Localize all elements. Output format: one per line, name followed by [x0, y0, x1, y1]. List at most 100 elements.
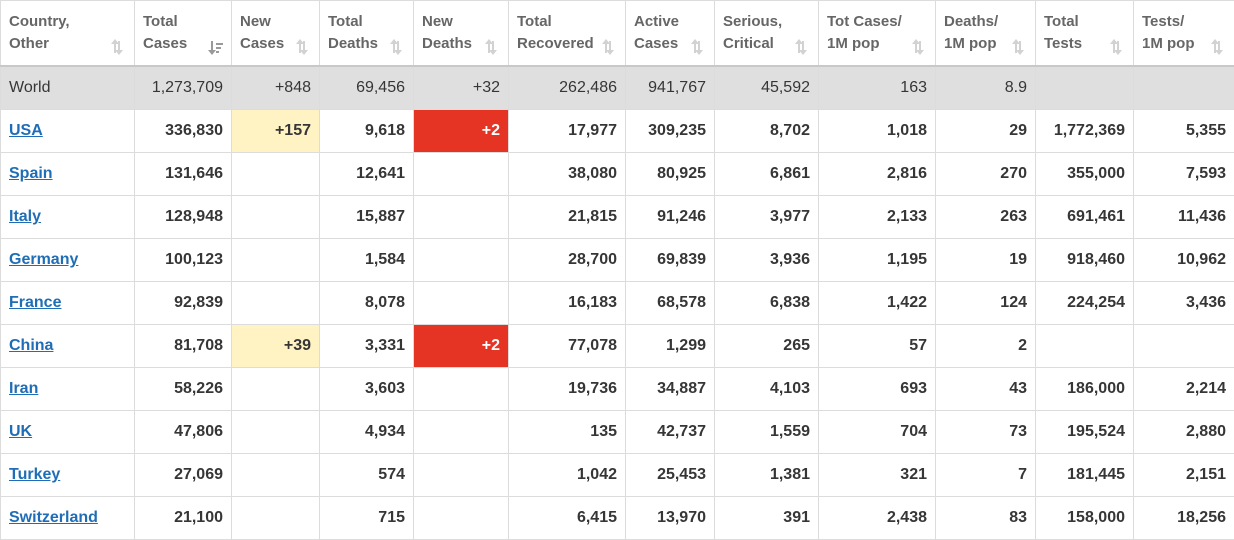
total-tests-cell [1036, 66, 1134, 110]
total-recovered-cell: 28,700 [509, 239, 626, 282]
new-deaths-cell: +32 [414, 66, 509, 110]
deaths-per-1m-cell: 73 [936, 411, 1036, 454]
column-header-label: Critical [723, 33, 794, 55]
sort-arrows-icon[interactable] [605, 38, 618, 53]
serious-critical-cell: 391 [715, 497, 819, 540]
tests-per-1m-cell [1134, 66, 1234, 110]
column-header-tests-per-1m[interactable]: Tests/1M pop [1134, 1, 1234, 66]
country-cell[interactable]: USA [1, 110, 135, 153]
total-deaths-cell: 715 [320, 497, 414, 540]
deaths-per-1m-cell: 263 [936, 196, 1036, 239]
country-cell[interactable]: Switzerland [1, 497, 135, 540]
country-cell[interactable]: France [1, 282, 135, 325]
country-cell[interactable]: Germany [1, 239, 135, 282]
sort-arrows-icon[interactable] [798, 38, 811, 53]
tests-per-1m-cell: 7,593 [1134, 153, 1234, 196]
tests-per-1m-cell: 10,962 [1134, 239, 1234, 282]
new-cases-cell [232, 497, 320, 540]
deaths-per-1m-cell: 43 [936, 368, 1036, 411]
country-cell[interactable]: Turkey [1, 454, 135, 497]
column-header-label: Cases [143, 33, 207, 55]
total-tests-cell: 1,772,369 [1036, 110, 1134, 153]
column-header-deaths-per-1m[interactable]: Deaths/1M pop [936, 1, 1036, 66]
country-link[interactable]: China [9, 337, 53, 354]
new-cases-cell [232, 368, 320, 411]
sort-arrows-icon[interactable] [694, 38, 707, 53]
country-link[interactable]: Spain [9, 165, 53, 182]
total-tests-cell: 181,445 [1036, 454, 1134, 497]
country-link[interactable]: USA [9, 122, 43, 139]
new-cases-cell [232, 239, 320, 282]
country-cell[interactable]: Italy [1, 196, 135, 239]
total-deaths-cell: 3,603 [320, 368, 414, 411]
total-cases-cell: 100,123 [135, 239, 232, 282]
sort-arrows-icon[interactable] [488, 38, 501, 53]
column-header-label: Total [1044, 11, 1109, 33]
column-header-label: New [240, 11, 295, 33]
country-cell[interactable]: Iran [1, 368, 135, 411]
sort-arrows-icon[interactable] [1113, 38, 1126, 53]
total-deaths-cell: 12,641 [320, 153, 414, 196]
column-header-label: Deaths [422, 33, 484, 55]
new-cases-cell [232, 454, 320, 497]
total-tests-cell: 691,461 [1036, 196, 1134, 239]
country-link[interactable]: UK [9, 423, 32, 440]
country-link[interactable]: Germany [9, 251, 78, 268]
total-recovered-cell: 1,042 [509, 454, 626, 497]
deaths-per-1m-cell: 29 [936, 110, 1036, 153]
deaths-per-1m-cell: 19 [936, 239, 1036, 282]
country-link[interactable]: Turkey [9, 466, 60, 483]
tot-cases-per-1m-cell: 2,816 [819, 153, 936, 196]
sort-arrows-icon[interactable] [1214, 38, 1227, 53]
serious-critical-cell: 4,103 [715, 368, 819, 411]
column-header-label: Cases [240, 33, 295, 55]
sort-arrows-icon[interactable] [393, 38, 406, 53]
country-cell[interactable]: Spain [1, 153, 135, 196]
serious-critical-cell: 1,559 [715, 411, 819, 454]
total-tests-cell [1036, 325, 1134, 368]
country-link[interactable]: Switzerland [9, 509, 98, 526]
sort-arrows-icon[interactable] [299, 38, 312, 53]
country-link[interactable]: France [9, 294, 61, 311]
country-cell[interactable]: UK [1, 411, 135, 454]
column-header-serious-critical[interactable]: Serious,Critical [715, 1, 819, 66]
sort-arrows-icon[interactable] [1015, 38, 1028, 53]
column-header-tot-cases-per-1m[interactable]: Tot Cases/1M pop [819, 1, 936, 66]
total-deaths-cell: 3,331 [320, 325, 414, 368]
sort-arrows-icon[interactable] [114, 38, 127, 53]
deaths-per-1m-cell: 270 [936, 153, 1036, 196]
country-link[interactable]: Iran [9, 380, 38, 397]
serious-critical-cell: 1,381 [715, 454, 819, 497]
new-cases-cell: +848 [232, 66, 320, 110]
column-header-label: Deaths [328, 33, 389, 55]
country-link[interactable]: Italy [9, 208, 41, 225]
total-deaths-cell: 8,078 [320, 282, 414, 325]
column-header-label: Deaths/ [944, 11, 1011, 33]
total-recovered-cell: 135 [509, 411, 626, 454]
tests-per-1m-cell: 2,214 [1134, 368, 1234, 411]
tests-per-1m-cell: 5,355 [1134, 110, 1234, 153]
tests-per-1m-cell: 18,256 [1134, 497, 1234, 540]
active-cases-cell: 34,887 [626, 368, 715, 411]
total-tests-cell: 186,000 [1036, 368, 1134, 411]
serious-critical-cell: 8,702 [715, 110, 819, 153]
tot-cases-per-1m-cell: 1,195 [819, 239, 936, 282]
sort-arrows-icon[interactable] [915, 38, 928, 53]
column-header-label: Serious, [723, 11, 794, 33]
country-cell[interactable]: China [1, 325, 135, 368]
sort-descending-icon[interactable] [211, 38, 224, 53]
column-header-country[interactable]: Country,Other [1, 1, 135, 66]
active-cases-cell: 68,578 [626, 282, 715, 325]
